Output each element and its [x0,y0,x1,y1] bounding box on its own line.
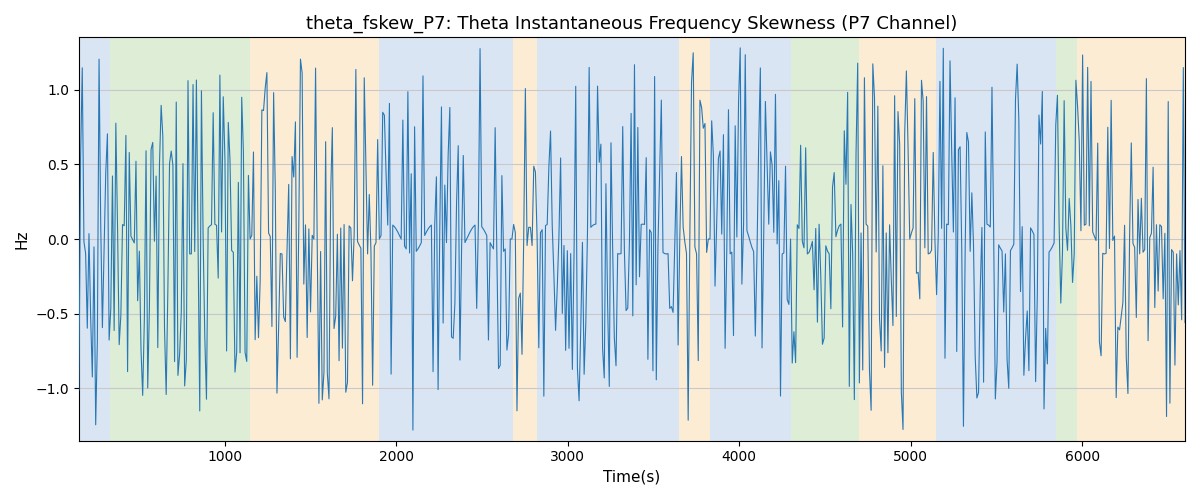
Bar [1056,38,1076,440]
Bar [512,38,536,440]
Title: theta_fskew_P7: Theta Instantaneous Frequency Skewness (P7 Channel): theta_fskew_P7: Theta Instantaneous Freq… [306,15,958,34]
Bar [791,38,859,440]
Y-axis label: Hz: Hz [14,230,30,249]
Bar [710,38,791,440]
Bar [679,38,710,440]
X-axis label: Time(s): Time(s) [604,470,660,485]
Bar [536,38,679,440]
Bar [1076,38,1186,440]
Bar [936,38,1056,440]
Bar [79,38,109,440]
Bar [251,38,379,440]
Bar [859,38,936,440]
Bar [109,38,251,440]
Bar [379,38,512,440]
